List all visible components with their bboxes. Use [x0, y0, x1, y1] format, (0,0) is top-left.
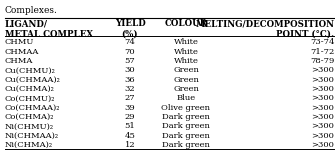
Text: CHMU: CHMU: [5, 38, 34, 46]
Text: >300: >300: [312, 104, 334, 112]
Text: 71-72: 71-72: [310, 48, 334, 56]
Text: 78-79: 78-79: [310, 57, 334, 65]
Text: Complexes.: Complexes.: [5, 6, 58, 15]
Text: Dark green: Dark green: [162, 132, 210, 140]
Text: >300: >300: [312, 122, 334, 130]
Text: Dark green: Dark green: [162, 113, 210, 121]
Text: White: White: [174, 48, 198, 56]
Text: CHMA: CHMA: [5, 57, 33, 65]
Text: 57: 57: [125, 57, 135, 65]
Text: 29: 29: [125, 113, 135, 121]
Text: 73-74: 73-74: [310, 38, 334, 46]
Text: Olive green: Olive green: [161, 104, 210, 112]
Text: Dark green: Dark green: [162, 141, 210, 149]
Text: White: White: [174, 38, 198, 46]
Text: 39: 39: [125, 104, 135, 112]
Text: >300: >300: [312, 94, 334, 102]
Text: Dark green: Dark green: [162, 122, 210, 130]
Text: Co(CHMAA)₂: Co(CHMAA)₂: [5, 104, 60, 112]
Text: 27: 27: [125, 94, 135, 102]
Text: Green: Green: [173, 85, 199, 93]
Text: >300: >300: [312, 132, 334, 140]
Text: LIGAND/
METAL COMPLEX: LIGAND/ METAL COMPLEX: [5, 19, 93, 39]
Text: Cu(CHMAA)₂: Cu(CHMAA)₂: [5, 76, 61, 84]
Text: CHMAA: CHMAA: [5, 48, 39, 56]
Text: Ni(CHMAA)₂: Ni(CHMAA)₂: [5, 132, 59, 140]
Text: 36: 36: [125, 76, 135, 84]
Text: Blue: Blue: [177, 94, 196, 102]
Text: >300: >300: [312, 76, 334, 84]
Text: 74: 74: [125, 38, 135, 46]
Text: >300: >300: [312, 66, 334, 74]
Text: YIELD
(%): YIELD (%): [115, 19, 145, 39]
Text: Ni(CHMU)₂: Ni(CHMU)₂: [5, 122, 54, 130]
Text: Ni(CHMA)₂: Ni(CHMA)₂: [5, 141, 53, 149]
Text: Co(CHMU)₂: Co(CHMU)₂: [5, 94, 55, 102]
Text: COLOUR: COLOUR: [164, 19, 207, 28]
Text: MELTING/DECOMPOSITION
POINT (°C).: MELTING/DECOMPOSITION POINT (°C).: [195, 19, 334, 39]
Text: Green: Green: [173, 76, 199, 84]
Text: >300: >300: [312, 85, 334, 93]
Text: 70: 70: [125, 48, 135, 56]
Text: Cu(CHMU)₂: Cu(CHMU)₂: [5, 66, 56, 74]
Text: 51: 51: [125, 122, 135, 130]
Text: >300: >300: [312, 113, 334, 121]
Text: Green: Green: [173, 66, 199, 74]
Text: 12: 12: [125, 141, 135, 149]
Text: 32: 32: [125, 85, 135, 93]
Text: >300: >300: [312, 141, 334, 149]
Text: White: White: [174, 57, 198, 65]
Text: 30: 30: [125, 66, 135, 74]
Text: Cu(CHMA)₂: Cu(CHMA)₂: [5, 85, 55, 93]
Text: 45: 45: [125, 132, 135, 140]
Text: Co(CHMA)₂: Co(CHMA)₂: [5, 113, 54, 121]
